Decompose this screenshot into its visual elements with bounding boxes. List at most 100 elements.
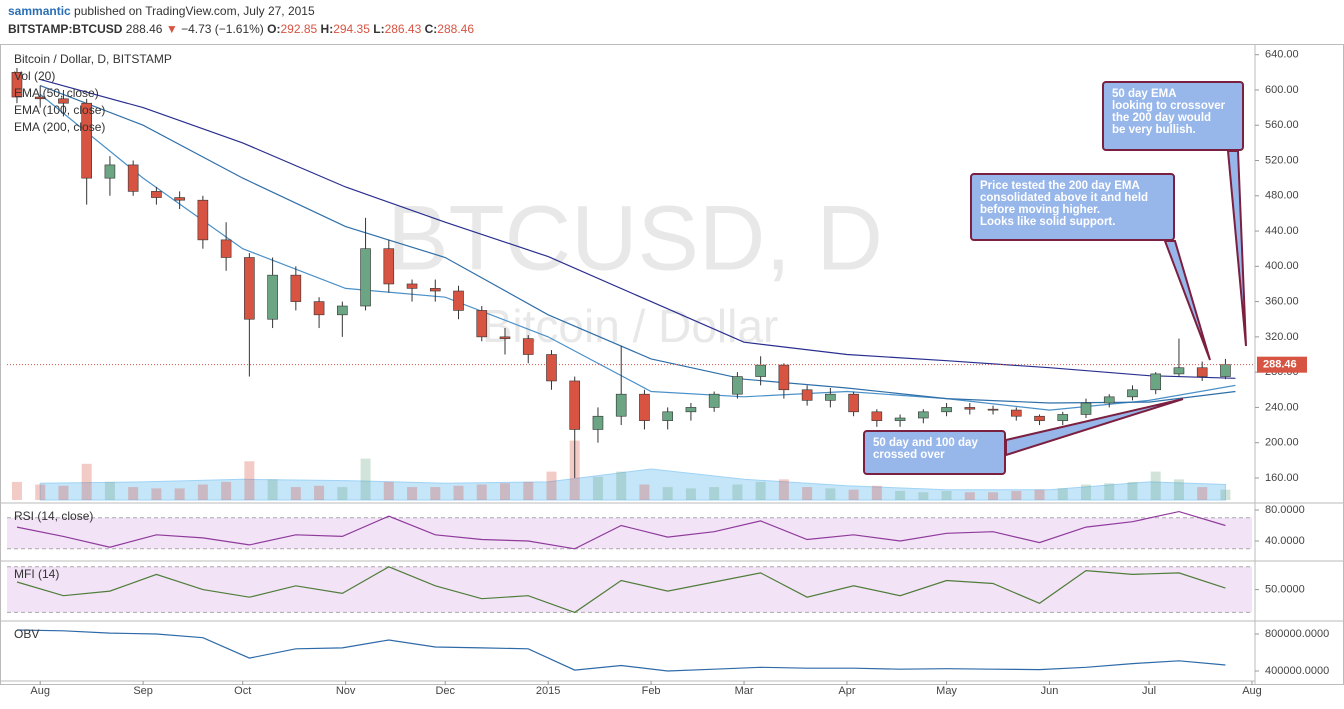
volume-bar <box>895 490 906 500</box>
candle-body <box>662 411 673 421</box>
ema-line <box>39 93 1236 411</box>
header-line-2: BITSTAMP:BTCUSD 288.46 ▼ −4.73 (−1.61%) … <box>8 22 474 36</box>
price: 288.46 <box>125 22 163 36</box>
candle-body <box>708 393 720 408</box>
candle-body <box>174 197 185 201</box>
volume-bar <box>267 479 278 500</box>
volume-bar <box>871 485 882 500</box>
x-tick-label: May <box>936 685 957 697</box>
h-label: H: <box>320 22 334 36</box>
volume-bar <box>546 471 557 500</box>
y-tick-label: 200.00 <box>1265 437 1299 449</box>
volume-bar <box>1057 488 1068 500</box>
candle-body <box>871 411 883 421</box>
legend-label: OBV <box>14 627 39 641</box>
legend-label: EMA (100, close) <box>14 103 105 117</box>
candle-body <box>778 364 790 391</box>
volume-bar <box>221 481 232 500</box>
candle-body <box>1034 415 1045 421</box>
x-tick-label: Jul <box>1142 685 1156 697</box>
x-tick-label: Aug <box>1242 685 1262 697</box>
volume-bar <box>383 481 394 500</box>
volume-bar <box>430 487 441 500</box>
candle-body <box>290 274 302 302</box>
candle-body <box>918 411 929 419</box>
arrow: ▼ <box>165 22 178 36</box>
candle-body <box>1127 389 1138 398</box>
y-tick-label: 600.00 <box>1265 84 1299 96</box>
x-tick-label: Apr <box>838 685 855 697</box>
candle-body <box>453 290 464 311</box>
candle-body <box>685 407 697 413</box>
volume-bar <box>802 487 813 500</box>
callout: 50 day and 100 day crossed over <box>863 430 1006 475</box>
change: −4.73 (−1.61%) <box>181 22 264 36</box>
volume-bar <box>732 484 743 500</box>
candle-body <box>615 393 627 417</box>
volume-bar <box>337 487 348 500</box>
volume-bar <box>1197 487 1208 500</box>
volume-bar <box>360 458 371 500</box>
y-tick-label: 480.00 <box>1265 190 1299 202</box>
volume-bar <box>244 461 255 500</box>
published: published on TradingView.com, July 27, 2… <box>74 4 315 18</box>
candle-body <box>1150 373 1162 391</box>
volume-bar <box>197 484 208 500</box>
candle-body <box>987 408 999 411</box>
volume-bar <box>1034 489 1045 500</box>
author[interactable]: sammantic <box>8 4 71 18</box>
y-tick-label: 40.0000 <box>1265 535 1305 547</box>
y-tick-label: 160.00 <box>1265 472 1299 484</box>
volume-bar <box>523 481 534 500</box>
x-tick-label: Dec <box>435 685 455 697</box>
candle-body <box>848 393 859 413</box>
volume-bar <box>1173 479 1184 500</box>
volume-bar <box>639 484 650 500</box>
volume-bar <box>616 471 627 500</box>
y-tick-label: 640.00 <box>1265 49 1299 61</box>
legend-label: Vol (20) <box>14 69 55 83</box>
volume-bar <box>1081 484 1091 500</box>
volume-bar <box>755 481 766 500</box>
band <box>7 517 1252 549</box>
indicator-line <box>16 510 1226 550</box>
volume-bar <box>592 476 603 500</box>
candle-body <box>522 338 534 355</box>
candle-body <box>127 164 139 192</box>
candle-body <box>429 288 441 292</box>
high: 294.35 <box>333 22 370 36</box>
candle-body <box>569 380 581 430</box>
volume-bar <box>825 488 836 500</box>
c-label: C: <box>424 22 438 36</box>
volume-bar <box>104 481 115 500</box>
volume-bar <box>964 492 975 500</box>
candle-body <box>755 364 766 377</box>
last-price-label: 288.46 <box>1263 359 1297 371</box>
candle-body <box>1057 414 1069 421</box>
candle-body <box>1173 367 1185 375</box>
volume-bar <box>1220 489 1231 500</box>
volume-bar <box>1150 471 1161 500</box>
y-tick-label: 400.00 <box>1265 260 1299 272</box>
ema-line <box>40 78 1236 379</box>
candle-body <box>104 164 116 179</box>
volume-bar <box>662 487 673 500</box>
band <box>7 566 1252 613</box>
volume-bar <box>1127 481 1138 500</box>
volume-bar <box>407 487 418 500</box>
y-tick-label: 800000.0000 <box>1265 628 1329 640</box>
candle-body <box>313 301 325 316</box>
indicator-line <box>16 629 1226 672</box>
legend-label: EMA (50, close) <box>14 86 99 100</box>
candle-body <box>825 393 836 401</box>
candle-body <box>244 257 255 320</box>
candle-body <box>499 336 511 339</box>
candle-body <box>894 417 906 421</box>
volume-bar <box>476 484 487 500</box>
ema-line <box>39 85 1236 404</box>
last-price-box <box>1257 356 1307 373</box>
candle-body <box>1080 402 1092 415</box>
indicator-line <box>16 566 1226 614</box>
